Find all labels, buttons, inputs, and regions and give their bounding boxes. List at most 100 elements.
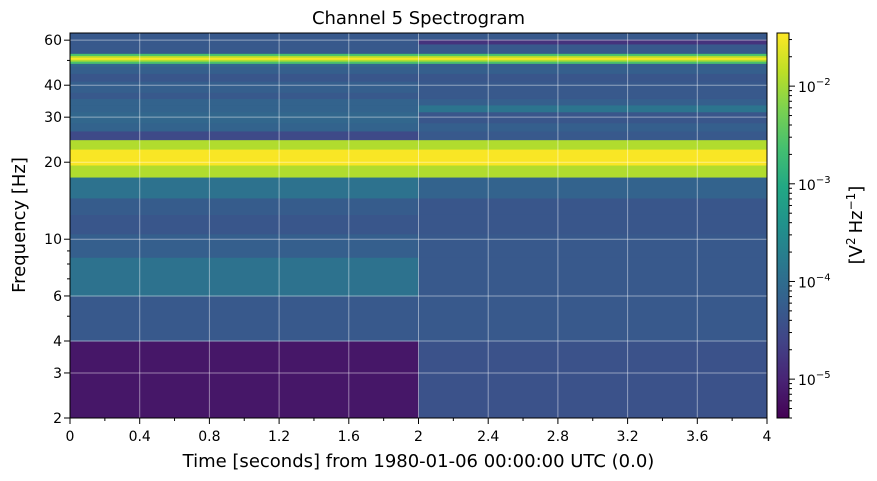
colorbar [776, 32, 790, 419]
heatmap-cell [70, 55, 419, 58]
heatmap-cell [70, 66, 419, 74]
y-axis: 2 3 4 6 10 20 30 40 60 [44, 33, 70, 427]
colorbar-tick-label: 10−5 [798, 370, 831, 389]
heatmap-cell [70, 214, 419, 235]
x-tick-label: 2.4 [477, 429, 499, 445]
x-tick-label: 0.4 [129, 429, 151, 445]
heatmap-cell [70, 53, 419, 56]
chart-title: Channel 5 Spectrogram [312, 8, 525, 29]
colorbar-tick-base: 10 [798, 80, 816, 96]
heatmap-cell [70, 295, 419, 342]
heatmap-cells [70, 33, 767, 418]
heatmap-cell [418, 104, 767, 113]
heatmap-cell [70, 73, 419, 82]
colorbar-label: [V2 Hz−1] [844, 186, 867, 265]
colorbar-tick-exponent: −2 [816, 77, 831, 88]
x-axis: 0 0.4 0.8 1.2 1.6 2 2.4 2.8 3.2 3.6 4 [66, 418, 772, 445]
heatmap-cell [70, 165, 419, 178]
x-tick-label: 1.6 [338, 429, 360, 445]
heatmap-cell [418, 81, 767, 93]
x-tick-label: 0.8 [198, 429, 220, 445]
heatmap-cell [418, 165, 767, 178]
heatmap-cell [70, 149, 419, 166]
heatmap-cell [418, 197, 767, 215]
heatmap-cell [70, 43, 419, 54]
y-tick-label: 20 [44, 155, 62, 171]
colorbar-tick-label: 10−2 [798, 77, 831, 96]
colorbar-tick-label: 10−3 [798, 175, 831, 194]
heatmap-cell [418, 149, 767, 166]
colorbar-tick-label: 10−4 [798, 272, 831, 291]
heatmap-cell [70, 61, 419, 64]
heatmap-cell [70, 92, 419, 99]
heatmap-cell [418, 233, 767, 258]
x-tick-label: 3.2 [616, 429, 638, 445]
heatmap-cell [418, 111, 767, 124]
heatmap-cell [418, 177, 767, 199]
heatmap-cell [70, 197, 419, 215]
heatmap-cell [70, 139, 419, 150]
heatmap-cell [70, 341, 419, 418]
heatmap-cell [418, 92, 767, 99]
colorbar-tick-exponent: −5 [816, 370, 831, 381]
heatmap-cell [418, 257, 767, 297]
x-axis-label: Time [seconds] from 1980-01-06 00:00:00 … [182, 451, 655, 472]
colorbar-label-close: ] [846, 186, 867, 193]
y-tick-label: 2 [53, 411, 62, 427]
heatmap-cell [418, 63, 767, 67]
y-tick-label: 30 [44, 110, 62, 126]
y-tick-label: 4 [53, 334, 62, 350]
y-tick-label: 40 [44, 78, 62, 94]
heatmap-cell [418, 130, 767, 141]
heatmap-cell [70, 39, 419, 45]
y-axis-label: Frequency [Hz] [9, 157, 30, 293]
heatmap-cell [70, 104, 419, 113]
colorbar-label-exp1: 2 [844, 237, 858, 245]
heatmap-cell [418, 55, 767, 58]
colorbar-tick-base: 10 [798, 373, 816, 389]
heatmap-cell [70, 81, 419, 93]
y-tick-label: 60 [44, 33, 62, 49]
colorbar-axis: 10−510−410−310−2 [789, 39, 831, 419]
heatmap-cell [418, 73, 767, 82]
x-tick-label: 2.8 [547, 429, 569, 445]
colorbar-tick-exponent: −4 [816, 272, 831, 283]
x-tick-label: 0 [66, 429, 75, 445]
y-tick-label: 6 [53, 289, 62, 305]
x-tick-label: 1.2 [268, 429, 290, 445]
y-tick-label: 3 [53, 366, 62, 382]
heatmap-cell [418, 66, 767, 74]
colorbar-label-exp2: −1 [844, 193, 858, 211]
heatmap-cell [418, 61, 767, 64]
heatmap-cell [418, 122, 767, 132]
heatmap-cell [70, 130, 419, 141]
heatmap-cell [418, 214, 767, 235]
colorbar-tick-base: 10 [798, 275, 816, 291]
heatmap-cell [70, 63, 419, 67]
heatmap-cell [418, 57, 767, 60]
x-tick-label: 4 [763, 429, 772, 445]
heatmap-cell [418, 53, 767, 56]
heatmap-cell [418, 33, 767, 40]
heatmap-cell [418, 43, 767, 54]
heatmap-cell [418, 59, 767, 62]
heatmap-cell [70, 33, 419, 40]
heatmap-cell [70, 122, 419, 132]
heatmap-cell [418, 139, 767, 150]
x-tick-label: 2 [414, 429, 423, 445]
heatmap-cell [70, 177, 419, 199]
heatmap-cell [70, 59, 419, 62]
heatmap-cell [70, 111, 419, 124]
heatmap-cell [70, 98, 419, 106]
colorbar-label-open: [V [846, 244, 867, 264]
colorbar-label-unit: Hz [846, 210, 867, 233]
heatmap-cell [70, 233, 419, 258]
colorbar-tick-exponent: −3 [816, 175, 831, 186]
heatmap-cell [418, 39, 767, 45]
colorbar-tick-base: 10 [798, 178, 816, 194]
heatmap-cell [418, 98, 767, 106]
heatmap-cell [418, 295, 767, 342]
heatmap-cell [418, 341, 767, 418]
x-tick-label: 3.6 [686, 429, 708, 445]
